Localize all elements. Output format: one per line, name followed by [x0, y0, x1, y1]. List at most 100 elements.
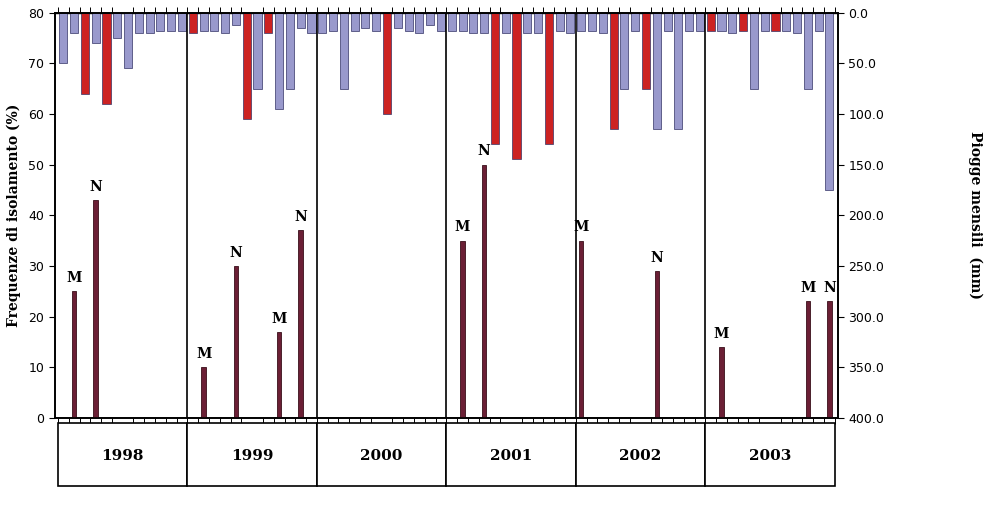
Bar	[383, 12, 391, 114]
Bar	[233, 266, 238, 418]
Text: M: M	[714, 327, 729, 341]
Bar	[202, 367, 206, 418]
Bar	[103, 12, 111, 104]
Text: 2003: 2003	[749, 449, 791, 463]
Text: M: M	[271, 312, 287, 326]
Bar	[653, 12, 661, 129]
Bar	[512, 12, 520, 160]
Bar	[70, 12, 78, 33]
Bar	[761, 12, 768, 31]
Bar	[491, 12, 499, 144]
Bar	[264, 12, 272, 33]
Bar	[534, 12, 542, 33]
Bar	[340, 12, 348, 89]
Text: M: M	[574, 221, 588, 235]
Bar	[113, 12, 122, 38]
Bar	[771, 12, 779, 31]
Bar	[200, 12, 208, 31]
Bar	[297, 12, 305, 27]
Bar	[92, 12, 100, 43]
Text: 1999: 1999	[230, 449, 273, 463]
Bar	[361, 12, 370, 27]
Bar	[59, 12, 67, 63]
Bar	[124, 12, 133, 68]
Bar	[806, 301, 810, 418]
Bar	[178, 12, 186, 31]
Text: 2002: 2002	[619, 449, 662, 463]
FancyBboxPatch shape	[187, 423, 316, 486]
Bar	[94, 200, 98, 418]
Bar	[501, 12, 509, 33]
Bar	[696, 12, 704, 31]
Bar	[222, 12, 229, 33]
Text: N: N	[295, 210, 307, 224]
Bar	[793, 12, 801, 33]
Bar	[664, 12, 672, 31]
Bar	[372, 12, 381, 31]
Bar	[286, 12, 294, 89]
Text: 1998: 1998	[102, 449, 144, 463]
Text: N: N	[478, 145, 491, 159]
Bar	[460, 240, 465, 418]
Text: M: M	[800, 281, 816, 295]
Bar	[631, 12, 639, 31]
Bar	[717, 12, 726, 31]
Bar	[167, 12, 175, 31]
Bar	[405, 12, 412, 31]
Bar	[707, 12, 715, 31]
Bar	[459, 12, 467, 31]
Bar	[728, 12, 737, 33]
Bar	[415, 12, 423, 33]
Bar	[242, 12, 251, 119]
Bar	[426, 12, 434, 25]
FancyBboxPatch shape	[316, 423, 446, 486]
Bar	[655, 271, 659, 418]
Bar	[329, 12, 337, 31]
Y-axis label: Frequenze di isolamento (%): Frequenze di isolamento (%)	[7, 104, 22, 327]
Bar	[719, 347, 724, 418]
Bar	[782, 12, 790, 31]
Bar	[598, 12, 607, 33]
Text: 2001: 2001	[490, 449, 532, 463]
Bar	[135, 12, 142, 33]
Bar	[480, 12, 489, 33]
Bar	[556, 12, 564, 31]
FancyBboxPatch shape	[58, 423, 187, 486]
Bar	[567, 12, 575, 33]
Bar	[81, 12, 89, 94]
Text: 2000: 2000	[360, 449, 403, 463]
Text: N: N	[651, 251, 664, 265]
Bar	[588, 12, 596, 31]
Bar	[609, 12, 618, 129]
Text: M: M	[196, 347, 212, 361]
FancyBboxPatch shape	[446, 423, 576, 486]
Bar	[523, 12, 531, 33]
Text: M: M	[66, 271, 82, 285]
FancyBboxPatch shape	[705, 423, 835, 486]
Text: M: M	[455, 221, 470, 235]
Text: N: N	[229, 246, 242, 260]
Bar	[827, 301, 832, 418]
Bar	[318, 12, 326, 33]
Bar	[578, 12, 585, 31]
Bar	[72, 291, 76, 418]
Bar	[156, 12, 164, 31]
Bar	[299, 231, 303, 418]
Bar	[145, 12, 153, 33]
Bar	[277, 332, 281, 418]
Bar	[275, 12, 283, 109]
Bar	[231, 12, 240, 25]
Bar	[750, 12, 758, 89]
Bar	[685, 12, 693, 31]
Bar	[189, 12, 197, 33]
Bar	[211, 12, 219, 31]
Bar	[815, 12, 823, 31]
Bar	[394, 12, 402, 27]
Text: N: N	[89, 180, 102, 194]
Bar	[351, 12, 359, 31]
Bar	[579, 240, 584, 418]
Bar	[739, 12, 747, 31]
Bar	[642, 12, 650, 89]
Bar	[674, 12, 682, 129]
Bar	[482, 165, 487, 418]
